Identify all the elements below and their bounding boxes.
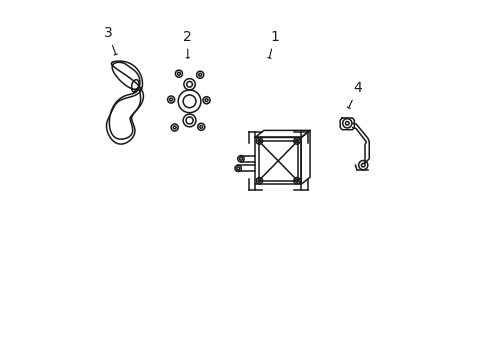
Text: 3: 3 xyxy=(103,26,117,55)
Text: 4: 4 xyxy=(346,81,362,108)
Text: 1: 1 xyxy=(267,30,279,58)
Text: 2: 2 xyxy=(183,30,192,58)
